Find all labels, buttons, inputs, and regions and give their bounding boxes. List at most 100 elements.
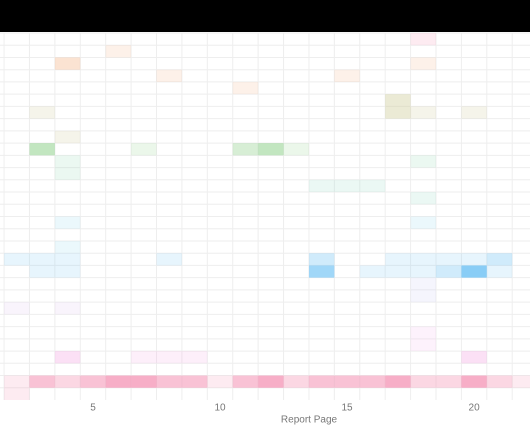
heat-cell (385, 363, 410, 375)
heat-cell (385, 119, 410, 131)
heat-cell (182, 45, 207, 57)
heat-cell (4, 327, 29, 339)
heat-cell (106, 363, 131, 375)
heat-cell (435, 375, 462, 388)
heat-cell (233, 57, 258, 69)
heat-cell (0, 33, 4, 45)
heat-cell (0, 388, 4, 400)
heat-cell (334, 351, 359, 363)
heat-cell (55, 33, 80, 45)
heat-cell (360, 82, 385, 94)
heat-cell (410, 289, 436, 303)
heat-cell (461, 314, 486, 326)
heat-cell (512, 45, 530, 57)
heat-cell (385, 241, 410, 253)
heat-cell (131, 168, 156, 180)
heat-cell (105, 45, 132, 58)
heat-cell (106, 229, 131, 241)
heat-cell (258, 119, 283, 131)
heat-cell (233, 278, 258, 290)
heat-cell (284, 94, 309, 106)
heat-cell (487, 351, 512, 363)
heat-cell (233, 70, 258, 82)
heat-cell (131, 57, 156, 69)
heat-cell (360, 57, 385, 69)
heat-cell (233, 192, 258, 204)
heat-cell (207, 290, 232, 302)
heat-cell (487, 94, 512, 106)
heat-cell (411, 180, 436, 192)
heat-cell (207, 388, 232, 400)
heat-cell (486, 375, 513, 388)
heat-cell (0, 192, 4, 204)
heat-cell (207, 375, 233, 388)
heat-cell (131, 241, 156, 253)
heat-cell (385, 33, 410, 45)
heat-cell (258, 33, 283, 45)
heat-cell (258, 94, 283, 106)
heat-cell (436, 106, 461, 118)
heat-cell (0, 131, 4, 143)
heat-cell (258, 131, 283, 143)
heat-cell (360, 363, 385, 375)
heat-cell (29, 131, 54, 143)
heat-cell (157, 265, 182, 277)
heat-cell (29, 339, 54, 351)
heat-cell (4, 302, 30, 315)
heat-cell (385, 94, 411, 107)
heat-cell (80, 388, 105, 400)
heat-cell (233, 241, 258, 253)
heat-cell (258, 388, 283, 400)
heat-cell (4, 57, 29, 69)
heat-cell (4, 253, 30, 266)
heat-cell (29, 45, 54, 57)
heat-cell (461, 217, 486, 229)
heat-cell (181, 351, 208, 364)
heat-cell (182, 278, 207, 290)
heat-cell (233, 265, 258, 277)
heat-cell (309, 363, 334, 375)
heat-cell (436, 278, 461, 290)
heat-cell (334, 82, 359, 94)
heat-cell (80, 217, 105, 229)
heat-cell (512, 314, 530, 326)
heat-cell (0, 265, 4, 277)
heat-cell (233, 119, 258, 131)
heat-cell (487, 241, 512, 253)
heat-cell (207, 253, 232, 265)
heat-cell (131, 217, 156, 229)
heat-cell (512, 217, 530, 229)
heat-cell (233, 168, 258, 180)
heat-cell (258, 192, 283, 204)
heat-cell (106, 327, 131, 339)
heat-cell (207, 363, 232, 375)
heat-cell (182, 143, 207, 155)
heat-cell (258, 363, 283, 375)
heat-cell (411, 45, 436, 57)
header-bar (0, 0, 530, 32)
heat-cell (334, 119, 359, 131)
heat-cell (385, 204, 410, 216)
heat-cell (131, 388, 156, 400)
heat-cell (258, 302, 283, 314)
heat-cell (207, 217, 232, 229)
heat-cell (360, 106, 385, 118)
heat-cell (29, 155, 54, 167)
heat-cell (131, 192, 156, 204)
heat-cell (258, 217, 283, 229)
heat-cell (157, 82, 182, 94)
heat-cell (80, 290, 105, 302)
heat-cell (360, 229, 385, 241)
heat-cell (207, 241, 232, 253)
heat-cell (411, 241, 436, 253)
heat-cell (80, 302, 105, 314)
heat-cell (4, 168, 29, 180)
heat-cell (461, 363, 486, 375)
heat-cell (461, 106, 487, 119)
heat-cell (436, 155, 461, 167)
heat-cell (29, 57, 54, 69)
heat-cell (512, 106, 530, 118)
heat-cell (334, 204, 359, 216)
heat-cell (461, 143, 486, 155)
heat-cell (80, 45, 105, 57)
